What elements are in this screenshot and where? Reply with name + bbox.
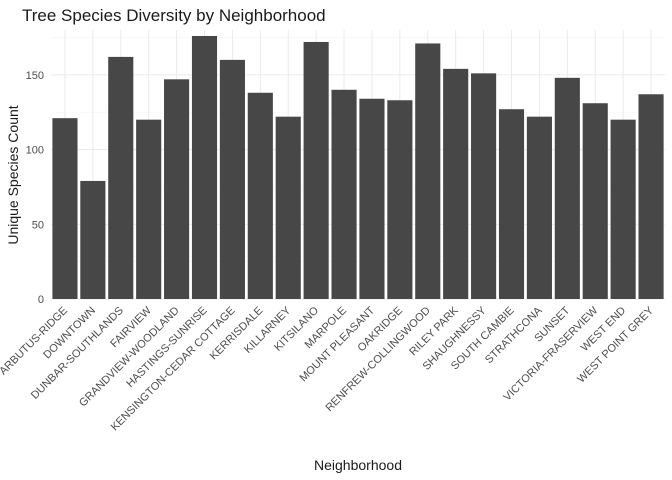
bar-fairview xyxy=(136,119,162,299)
bar-west-end xyxy=(610,119,636,299)
bar-arbutus-ridge xyxy=(52,118,78,299)
bar-west-point-grey xyxy=(638,94,664,299)
bar-shaughnessy xyxy=(471,73,497,299)
y-axis-ticks: 0 50 100 150 xyxy=(26,70,44,306)
x-axis-title: Neighborhood xyxy=(314,457,402,473)
bar-grandview-woodland xyxy=(164,79,190,299)
x-axis-ticks: ARBUTUS-RIDGEDOWNTOWNDUNBAR-SOUTHLANDSFA… xyxy=(0,304,657,433)
bar-victoria-fraserview xyxy=(582,103,608,299)
y-tick-label: 100 xyxy=(26,145,44,157)
bars xyxy=(52,35,664,300)
bar-marpole xyxy=(331,89,357,299)
bar-kerrisdale xyxy=(247,92,273,300)
bar-hastings-sunrise xyxy=(191,35,218,299)
bar-renfrew-collingwood xyxy=(415,43,441,300)
bar-south-cambie xyxy=(498,109,525,300)
y-tick-label: 50 xyxy=(32,219,44,231)
chart-title: Tree Species Diversity by Neighborhood xyxy=(22,6,326,25)
y-axis-title: Unique Species Count xyxy=(5,105,21,244)
bar-kitsilano xyxy=(303,41,329,300)
bar-strathcona xyxy=(526,116,552,300)
bar-killarney xyxy=(275,116,301,300)
bar-oakridge xyxy=(387,100,413,300)
bar-mount-pleasant xyxy=(359,98,385,300)
bar-dunbar-southlands xyxy=(108,56,134,300)
bar-downtown xyxy=(80,180,106,299)
bar-riley-park xyxy=(443,68,469,299)
y-tick-label: 150 xyxy=(26,70,44,82)
bar-sunset xyxy=(554,77,580,299)
y-tick-label: 0 xyxy=(38,294,44,306)
bar-kensington-cedar-cottage xyxy=(219,59,245,299)
